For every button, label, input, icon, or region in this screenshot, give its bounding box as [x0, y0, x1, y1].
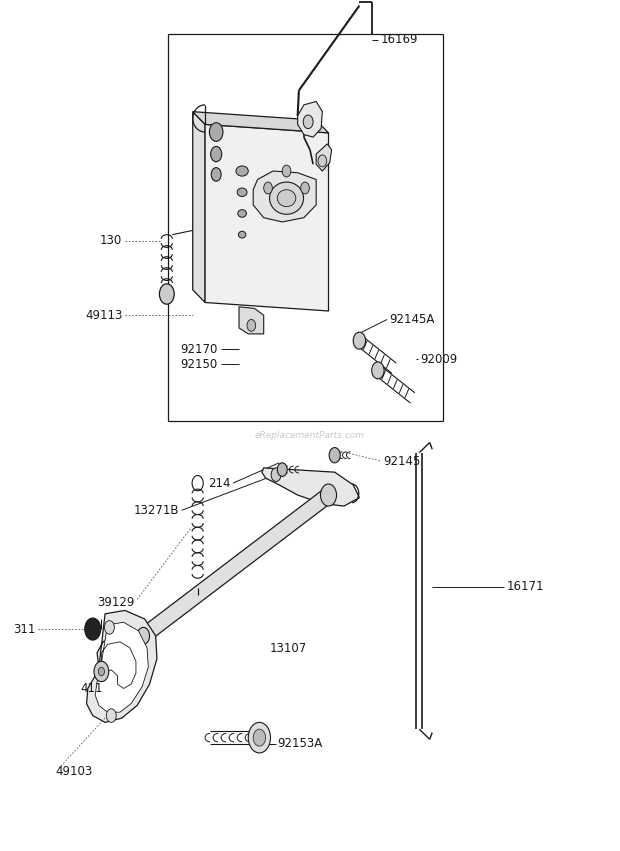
- Ellipse shape: [239, 231, 246, 238]
- Circle shape: [329, 448, 340, 463]
- Polygon shape: [87, 610, 157, 722]
- Text: 13107: 13107: [270, 643, 307, 655]
- Circle shape: [277, 463, 287, 477]
- Circle shape: [321, 484, 337, 506]
- Circle shape: [99, 667, 104, 676]
- Text: 13271B: 13271B: [134, 504, 179, 517]
- Text: 214: 214: [208, 477, 231, 489]
- Polygon shape: [205, 124, 329, 311]
- Text: 411: 411: [81, 682, 103, 695]
- Text: 49113: 49113: [85, 309, 122, 322]
- Polygon shape: [239, 306, 264, 334]
- Circle shape: [248, 722, 270, 753]
- Circle shape: [271, 468, 281, 482]
- Ellipse shape: [270, 182, 304, 214]
- Circle shape: [94, 661, 108, 682]
- Circle shape: [303, 115, 313, 129]
- Text: 92153A: 92153A: [277, 737, 322, 750]
- Circle shape: [264, 182, 272, 194]
- Circle shape: [210, 123, 223, 141]
- Circle shape: [137, 627, 149, 644]
- Ellipse shape: [237, 188, 247, 197]
- Polygon shape: [193, 111, 205, 302]
- Circle shape: [211, 146, 222, 162]
- Text: 92145: 92145: [383, 455, 421, 468]
- Ellipse shape: [238, 209, 246, 217]
- Text: 92009: 92009: [420, 353, 457, 366]
- Text: 39129: 39129: [97, 597, 135, 609]
- Text: eReplacementParts.com: eReplacementParts.com: [255, 431, 365, 440]
- Ellipse shape: [236, 166, 248, 176]
- Polygon shape: [298, 101, 322, 137]
- Polygon shape: [253, 171, 316, 222]
- Circle shape: [253, 729, 265, 746]
- Circle shape: [301, 182, 309, 194]
- Circle shape: [211, 168, 221, 181]
- Circle shape: [159, 284, 174, 304]
- Ellipse shape: [277, 190, 296, 207]
- Circle shape: [353, 332, 366, 349]
- Circle shape: [106, 709, 116, 722]
- Circle shape: [85, 618, 101, 640]
- Text: 130: 130: [100, 234, 122, 247]
- Polygon shape: [95, 622, 148, 712]
- Circle shape: [372, 362, 384, 379]
- Text: 92150: 92150: [180, 358, 218, 371]
- Polygon shape: [316, 144, 332, 171]
- Polygon shape: [262, 468, 360, 506]
- Polygon shape: [193, 111, 329, 133]
- Text: 16171: 16171: [507, 580, 544, 593]
- Polygon shape: [140, 488, 332, 643]
- Circle shape: [318, 155, 327, 167]
- Text: 311: 311: [14, 623, 36, 636]
- Text: 49103: 49103: [56, 765, 93, 778]
- Text: 92170: 92170: [180, 343, 218, 356]
- Circle shape: [282, 165, 291, 177]
- Circle shape: [247, 319, 255, 331]
- Text: 92145A: 92145A: [389, 313, 435, 326]
- Text: 16169: 16169: [381, 33, 419, 46]
- Circle shape: [104, 620, 114, 634]
